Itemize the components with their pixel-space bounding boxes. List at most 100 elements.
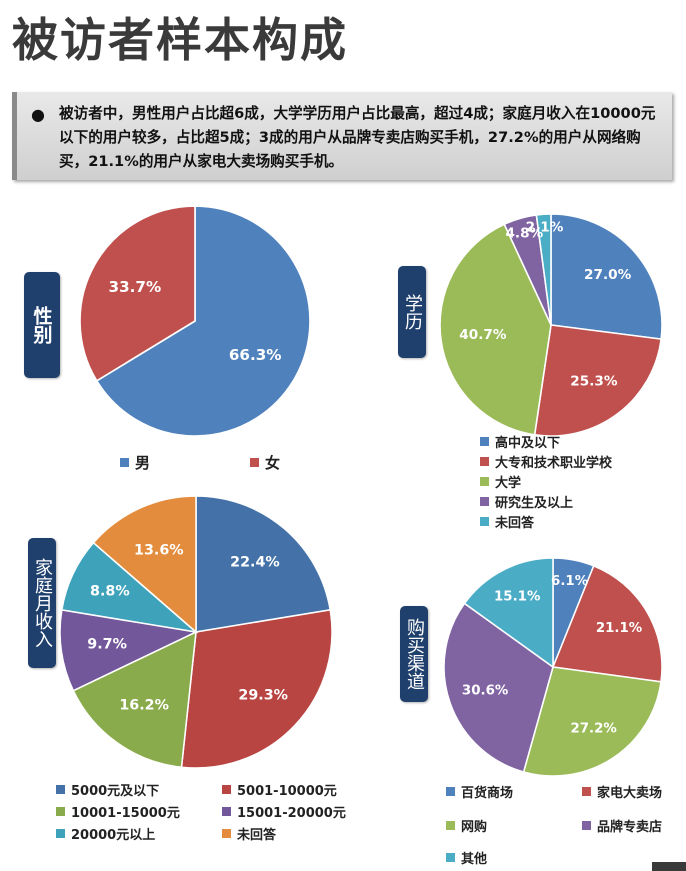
data-label-3: 16.2%	[119, 697, 169, 713]
data-label-1: 27.0%	[584, 267, 632, 283]
legend-channel: 百货商场 家电大卖场网购 品牌专卖店其他	[446, 782, 686, 867]
legend-label: 5001-10000元	[237, 784, 337, 799]
pie-slice-1	[95, 205, 311, 437]
legend-swatch	[56, 829, 65, 838]
pie-slice-6	[92, 495, 197, 634]
data-label-5: 2.1%	[526, 220, 564, 236]
data-label-4: 30.6%	[462, 683, 508, 698]
legend-label: 15001-20000元	[237, 806, 346, 821]
data-label-2: 33.7%	[109, 278, 162, 296]
tag-gender: 性别	[24, 272, 60, 378]
data-label-5: 8.8%	[90, 583, 130, 599]
legend-swatch	[222, 829, 231, 838]
legend-swatch	[446, 821, 455, 830]
pie-slice-4	[59, 608, 199, 692]
corner-decoration	[652, 862, 686, 871]
legend-label: 女	[265, 454, 281, 472]
legend-label: 家电大卖场	[597, 786, 663, 801]
legend-label: 研究生及以上	[495, 496, 574, 511]
tag-education: 学历	[398, 266, 426, 358]
legend-item: 未回答	[222, 824, 276, 843]
legend-swatch	[222, 807, 231, 816]
pie-slice-5	[535, 213, 552, 326]
page-title: 被访者样本构成	[12, 13, 348, 67]
legend-item: 5001-10000元	[222, 780, 337, 799]
pie-chart-education: 27.0% 25.3% 40.7% 4.8%2.1%	[439, 213, 663, 437]
pie-slice-3	[72, 630, 197, 769]
bullet-icon: ●	[31, 105, 45, 124]
legend-item: 其他	[446, 848, 487, 867]
pie-slice-5	[463, 557, 554, 669]
legend-label: 大专和技术职业学校	[495, 456, 613, 471]
legend-label: 百货商场	[461, 786, 514, 801]
legend-item: 大专和技术职业学校	[480, 452, 612, 471]
legend-label: 5000元及以下	[71, 784, 160, 799]
legend-swatch	[480, 477, 489, 486]
legend-swatch	[582, 787, 591, 796]
tag-income: 家庭月收入	[28, 538, 56, 668]
legend-label: 高中及以下	[495, 436, 561, 451]
data-label-2: 29.3%	[238, 688, 288, 704]
pie-chart-income: 22.4% 29.3% 16.2% 9.7% 8.8% 13.6%	[59, 495, 333, 769]
data-label-2: 25.3%	[570, 374, 618, 390]
data-label-2: 21.1%	[596, 621, 642, 636]
data-label-1: 66.3%	[229, 346, 282, 364]
legend-item: 家电大卖场	[582, 782, 662, 801]
legend-education: 高中及以下大专和技术职业学校 大学研究生及以上 未回答	[480, 432, 680, 532]
tag-channel: 购买渠道	[400, 606, 428, 702]
legend-swatch	[120, 458, 129, 467]
data-label-3: 27.2%	[570, 721, 616, 736]
legend-item: 大学	[480, 472, 521, 491]
legend-item: 研究生及以上	[480, 492, 573, 511]
pie-slice-3	[522, 666, 662, 777]
legend-item: 高中及以下	[480, 432, 560, 451]
summary-text: 被访者中，男性用户占比超6成，大学学历用户占比最高，超过4成；家庭月收入在100…	[59, 105, 656, 170]
data-label-4: 4.8%	[505, 225, 543, 241]
pie-slice-2	[533, 324, 662, 437]
legend-swatch	[56, 807, 65, 816]
legend-item: 20000元以上	[56, 824, 155, 843]
legend-income: 5000元及以下 5001-10000元 10001-15000元 15001-200…	[56, 780, 386, 860]
legend-item: 百货商场	[446, 782, 513, 801]
pie-slice-1	[195, 495, 332, 633]
data-label-3: 40.7%	[459, 327, 507, 343]
legend-item: 网购	[446, 816, 487, 835]
legend-item: 未回答	[480, 512, 534, 531]
legend-swatch	[250, 458, 259, 467]
pie-chart-channel: 6.1% 21.1% 27.2% 30.6% 15.1%	[443, 557, 663, 777]
data-label-1: 22.4%	[230, 555, 280, 571]
legend-label: 男	[135, 454, 151, 472]
legend-swatch	[480, 517, 489, 526]
legend-swatch	[480, 497, 489, 506]
legend-label: 10001-15000元	[71, 806, 180, 821]
data-label-1: 6.1%	[551, 574, 588, 589]
data-label-6: 13.6%	[134, 542, 184, 558]
pie-slice-2	[180, 608, 333, 769]
legend-swatch	[446, 787, 455, 796]
legend-item: 品牌专卖店	[582, 816, 662, 835]
legend-item: 10001-15000元	[56, 802, 180, 821]
pie-slice-2	[79, 205, 196, 382]
legend-label: 其他	[461, 852, 488, 867]
legend-label: 大学	[495, 476, 522, 491]
legend-label: 未回答	[495, 516, 535, 531]
legend-item: 男	[120, 452, 150, 473]
legend-swatch	[480, 457, 489, 466]
legend-label: 网购	[461, 820, 488, 835]
legend-swatch	[582, 821, 591, 830]
pie-slice-1	[550, 213, 663, 340]
legend-item: 15001-20000元	[222, 802, 346, 821]
legend-label: 未回答	[237, 828, 277, 843]
legend-label: 品牌专卖店	[597, 820, 663, 835]
legend-item: 5000元及以下	[56, 780, 159, 799]
legend-swatch	[480, 437, 489, 446]
summary-box: ● 被访者中，男性用户占比超6成，大学学历用户占比最高，超过4成；家庭月收入在1…	[12, 92, 672, 180]
pie-slice-4	[443, 602, 554, 773]
data-label-5: 15.1%	[494, 590, 540, 605]
legend-gender: 男女	[120, 452, 340, 472]
pie-slice-2	[551, 564, 663, 683]
pie-chart-gender: 66.3% 33.7%	[79, 205, 311, 437]
legend-swatch	[56, 785, 65, 794]
legend-label: 20000元以上	[71, 828, 156, 843]
pie-slice-3	[439, 223, 552, 436]
